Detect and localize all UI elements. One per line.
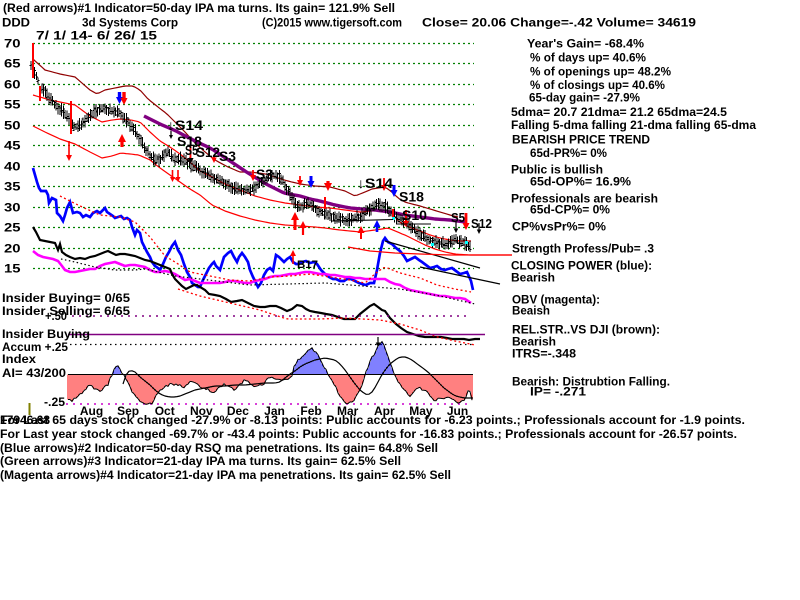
svg-text:S3: S3 [256, 167, 274, 182]
svg-text:Jan: Jan [264, 404, 285, 418]
svg-text:5dma= 20.7 21dma= 21.2 65dma=2: 5dma= 20.7 21dma= 21.2 65dma=24.5 [511, 107, 728, 119]
svg-text:50: 50 [4, 119, 21, 133]
svg-text:15: 15 [4, 262, 21, 276]
svg-text:% of days up= 40.6%: % of days up= 40.6% [530, 53, 646, 65]
svg-text:ITRS=-.348: ITRS=-.348 [512, 349, 577, 361]
svg-text:70: 70 [4, 37, 21, 51]
svg-text:65d-OP%= 16.9%: 65d-OP%= 16.9% [530, 177, 631, 189]
svg-text:(Magenta arrows)#4 Indicator=2: (Magenta arrows)#4 Indicator=21-day IPA … [0, 470, 451, 482]
svg-text:(C)2015 www.tigersoft.com: (C)2015 www.tigersoft.com [262, 18, 402, 30]
svg-text:(Blue arrows)#2 Indicator=50-d: (Blue arrows)#2 Indicator=50-day RSQ ma … [0, 443, 438, 455]
svg-text:45: 45 [4, 139, 21, 153]
svg-text:35: 35 [4, 180, 21, 194]
svg-text:CLOSING POWER (blue):: CLOSING POWER (blue): [511, 261, 652, 273]
svg-text:S12: S12 [471, 216, 492, 231]
svg-text:Jun: Jun [447, 404, 468, 418]
svg-text:3d Systems Corp: 3d Systems Corp [82, 18, 178, 30]
svg-text:B17: B17 [297, 259, 318, 271]
svg-text:Strength Profess/Pub= .3: Strength Profess/Pub= .3 [512, 244, 654, 256]
svg-text:Falling 5-dma falling 21-dma f: Falling 5-dma falling 21-dma falling 65-… [511, 120, 757, 132]
svg-text:65: 65 [4, 57, 21, 71]
svg-text:Index: Index [2, 354, 37, 366]
svg-text:S18: S18 [399, 190, 425, 205]
svg-text:25: 25 [4, 221, 21, 235]
svg-text:May: May [409, 404, 433, 418]
svg-text:S3: S3 [219, 149, 237, 164]
svg-text:-.25: -.25 [44, 397, 66, 409]
svg-text:CP%vsPr%= 0%: CP%vsPr%= 0% [512, 222, 606, 234]
svg-text:Oct: Oct [155, 404, 175, 418]
svg-text:Nov: Nov [190, 404, 213, 418]
svg-text:S5: S5 [451, 210, 465, 225]
svg-text:BEARISH PRICE TREND: BEARISH PRICE TREND [512, 135, 650, 147]
svg-text:Beaish: Beaish [512, 306, 550, 318]
svg-text:S10: S10 [402, 208, 427, 223]
svg-text:30: 30 [4, 201, 21, 215]
svg-text:Bearish: Bearish [511, 273, 555, 285]
svg-text:↓S14: ↓S14 [167, 117, 203, 133]
svg-text:Bearish: Distrubtion Falling.: Bearish: Distrubtion Falling. [512, 377, 670, 389]
svg-text:(Green arrows)#3 Indicator=21-: (Green arrows)#3 Indicator=21-day IPA ma… [0, 456, 401, 468]
svg-text:Accum +.25: Accum +.25 [2, 342, 69, 354]
svg-text:Insider Selling= 6/65: Insider Selling= 6/65 [2, 306, 131, 318]
svg-text:Insider Buying= 0/65: Insider Buying= 0/65 [2, 293, 131, 305]
svg-text:Professionals are bearish: Professionals are bearish [511, 194, 658, 206]
svg-text:Feb: Feb [300, 404, 321, 418]
svg-text:REL.STR..VS DJI (brown):: REL.STR..VS DJI (brown): [512, 325, 660, 337]
svg-text:65-day gain= -27.9%: 65-day gain= -27.9% [529, 93, 640, 105]
svg-text:% of closings up= 40.6%: % of closings up= 40.6% [530, 80, 665, 92]
svg-text:20: 20 [4, 242, 21, 256]
svg-text:S18: S18 [177, 134, 203, 149]
svg-text:65d-CP%= 0%: 65d-CP%= 0% [530, 205, 610, 217]
svg-text:S5: S5 [185, 143, 198, 158]
svg-text:OBV (magenta):: OBV (magenta): [512, 295, 600, 307]
svg-text:Sep: Sep [117, 404, 139, 418]
svg-text:S12: S12 [196, 145, 220, 160]
svg-text:Public is bullish: Public is bullish [511, 165, 603, 177]
svg-text:40: 40 [4, 160, 21, 174]
svg-text:55: 55 [4, 98, 21, 112]
svg-text:17946.68: 17946.68 [0, 415, 51, 427]
svg-text:AI= 43/200: AI= 43/200 [2, 368, 66, 380]
svg-text:(Red arrows)#1 Indicator=50-da: (Red arrows)#1 Indicator=50-day IPA ma t… [3, 3, 395, 15]
svg-text:Mar: Mar [337, 404, 359, 418]
svg-text:% of openings up= 48.2%: % of openings up= 48.2% [530, 67, 671, 79]
svg-text:Year's Gain= -68.4%: Year's Gain= -68.4% [527, 39, 644, 51]
svg-text:Apr: Apr [374, 404, 395, 418]
svg-text:60: 60 [4, 78, 21, 92]
svg-text:Aug: Aug [80, 404, 103, 418]
svg-text:Dec: Dec [227, 404, 249, 418]
svg-text:For Last year stock changed -6: For Last year stock changed -69.7% or -4… [0, 429, 737, 441]
svg-text:For Last 65 days stock changed: For Last 65 days stock changed -27.9% or… [0, 415, 745, 427]
svg-text:+.50: +.50 [45, 311, 67, 323]
svg-text:65d-PR%= 0%: 65d-PR%= 0% [530, 148, 607, 160]
svg-text:IP= -.271: IP= -.271 [530, 387, 587, 399]
svg-text:Close= 20.06 Change=-.42 Vol: Close= 20.06 Change=-.42 Volume= 34619 [422, 18, 696, 30]
svg-text:Bearish: Bearish [512, 337, 556, 349]
svg-text:↓S14: ↓S14 [357, 175, 393, 191]
svg-text:7/ 1/ 14- 6/ 26/ 15: 7/ 1/ 14- 6/ 26/ 15 [36, 31, 158, 43]
svg-text:DDD: DDD [2, 18, 30, 30]
svg-text:Insider Buying: Insider Buying [2, 329, 90, 341]
